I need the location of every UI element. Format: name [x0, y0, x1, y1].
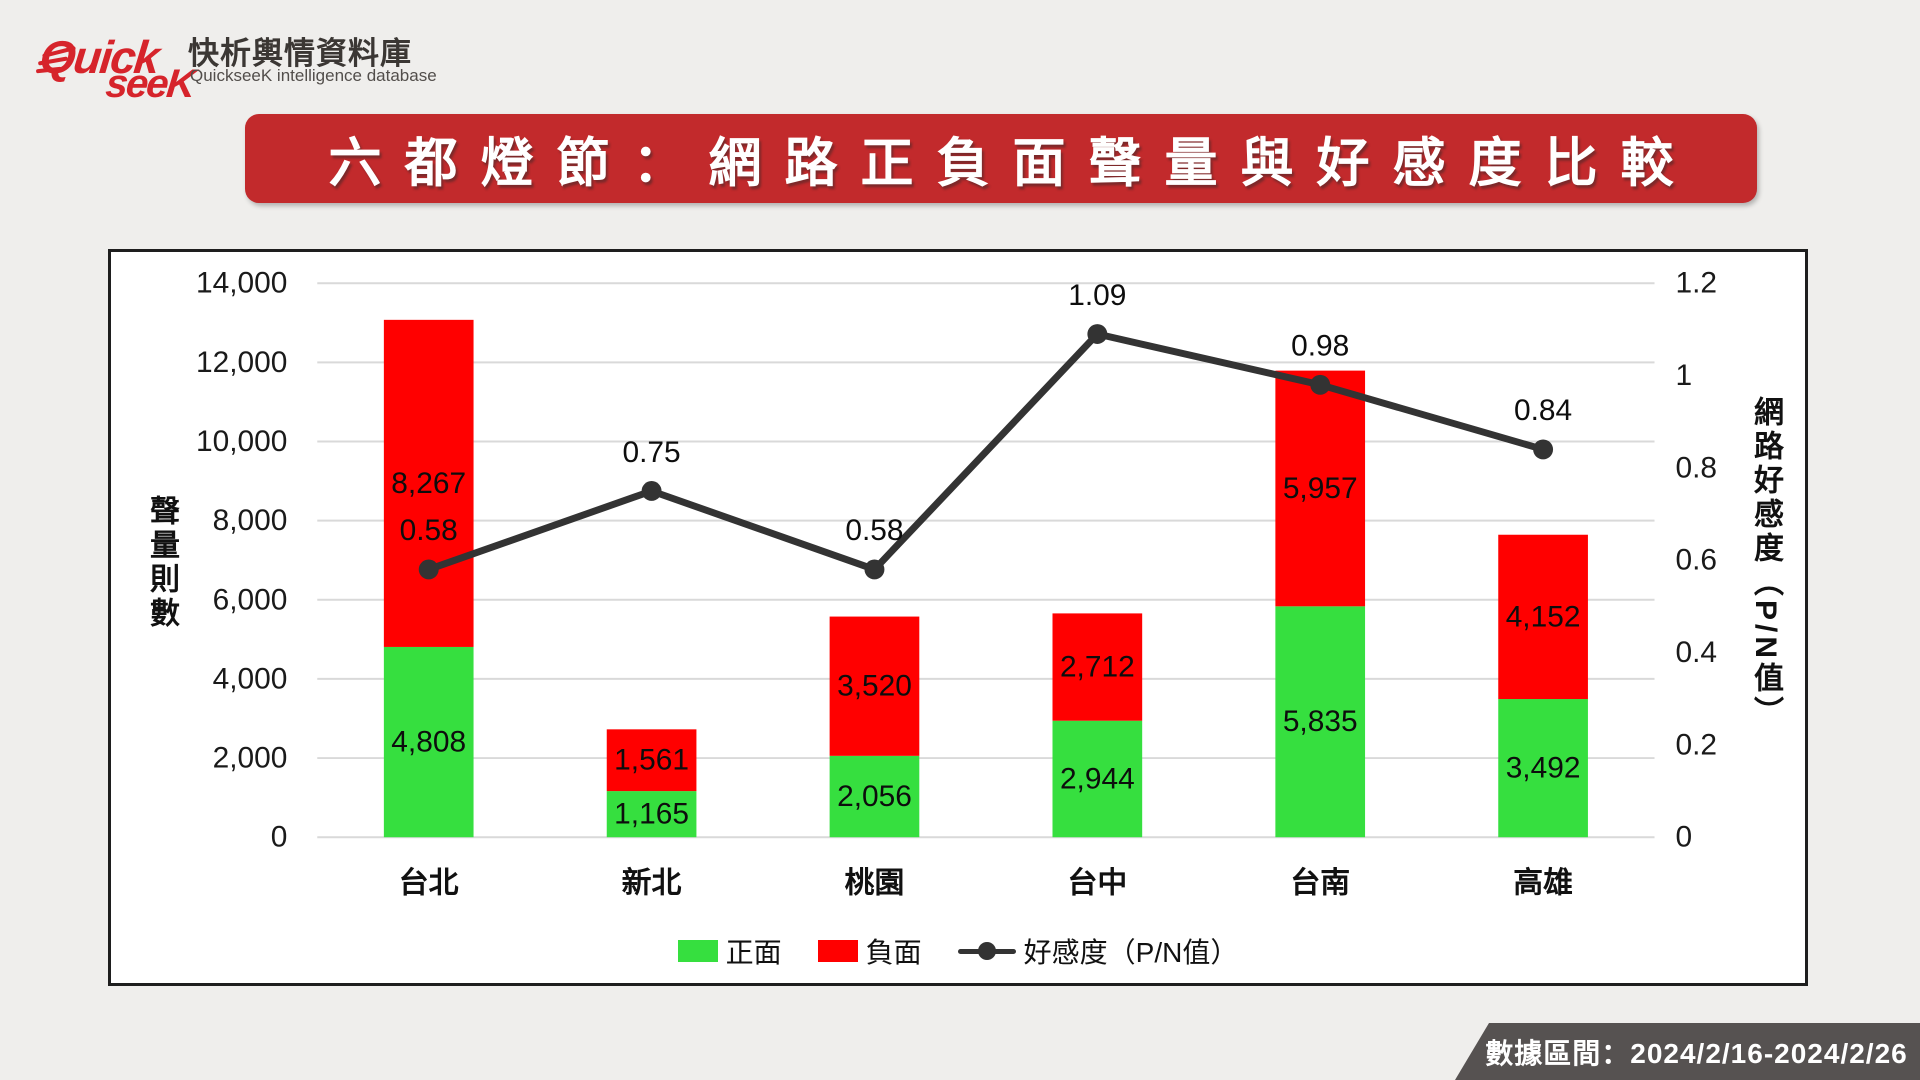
logo-word-seek: seeK	[103, 62, 196, 106]
right-axis-tick: 0	[1675, 821, 1692, 854]
positive-value-label: 1,165	[614, 798, 689, 831]
category-label: 台北	[399, 865, 459, 899]
chart-canvas: 0 2,000 4,000 6,000 8,000 10,000 12,000 14,000 0…	[196, 267, 1717, 900]
pn-value-label: 0.84	[1514, 394, 1572, 427]
quickseek-logo: Quick seeK	[28, 14, 198, 106]
right-axis-tick: 1	[1675, 359, 1692, 392]
positive-value-label: 5,835	[1283, 705, 1358, 738]
category-label: 新北	[622, 866, 682, 899]
data-range-label: 數據區間：2024/2/16-2024/2/26	[1485, 1037, 1908, 1069]
legend-item-positive: 正面	[677, 931, 782, 971]
chart-legend: 正面 負面 好感度（P/N值）	[111, 931, 1805, 971]
pn-value-label: 0.58	[845, 514, 903, 547]
legend-positive-label: 正面	[725, 937, 782, 968]
bar-negative	[606, 729, 697, 792]
right-axis-tick: 1.2	[1675, 267, 1717, 300]
bar-positive	[829, 755, 920, 838]
line-marker	[1087, 324, 1108, 344]
category-label: 高雄	[1513, 866, 1573, 899]
data-range-banner: 數據區間：2024/2/16-2024/2/26	[1455, 1023, 1920, 1080]
right-axis-title: 網路好感度（P/N值）	[1749, 395, 1782, 731]
bar-negative	[1498, 534, 1588, 700]
negative-value-label: 3,520	[837, 670, 912, 703]
line-marker	[864, 559, 885, 580]
left-axis-tick: 2,000	[213, 742, 288, 775]
bar-positive	[606, 791, 697, 838]
right-axis-tick: 0.4	[1675, 636, 1717, 669]
legend-item-sentiment-line: 好感度（P/N值）	[957, 931, 1239, 971]
positive-value-label: 2,944	[1060, 762, 1135, 795]
category-label: 台中	[1067, 865, 1127, 899]
bar-negative	[1275, 370, 1366, 607]
negative-value-label: 2,712	[1060, 651, 1135, 684]
legend-item-negative: 負面	[817, 931, 922, 971]
pn-value-label: 1.09	[1068, 279, 1126, 312]
left-axis-title: 聲量則數	[145, 495, 178, 631]
bar-positive	[1275, 606, 1366, 838]
negative-value-label: 5,957	[1283, 472, 1358, 505]
legend-negative-swatch	[817, 940, 858, 962]
left-axis-tick: 14,000	[196, 267, 287, 300]
line-marker	[641, 481, 662, 501]
left-axis-tick: 12,000	[196, 346, 287, 379]
bar-negative	[1052, 613, 1143, 721]
negative-value-label: 4,152	[1506, 600, 1581, 633]
pn-value-label: 0.98	[1291, 330, 1349, 363]
negative-value-label: 8,267	[391, 467, 466, 500]
right-axis-tick: 0.6	[1675, 544, 1717, 577]
brand-subtitle: QuickseeK intelligence database	[190, 66, 437, 85]
right-axis-tick: 0.8	[1675, 451, 1717, 484]
positive-value-label: 3,492	[1506, 752, 1581, 785]
category-label: 桃園	[845, 866, 905, 899]
line-marker	[1533, 439, 1554, 460]
line-marker	[418, 559, 439, 580]
sentiment-line	[425, 330, 1547, 573]
bar-positive	[383, 646, 474, 838]
brand-title: 快析輿情資料庫	[188, 36, 412, 71]
line-marker	[1310, 374, 1331, 395]
legend-line-label: 好感度（P/N值）	[1023, 937, 1239, 968]
bar-positive	[1052, 720, 1143, 838]
page-title: 六都燈節：網路正負面聲量與好感度比較	[328, 133, 1697, 193]
legend-positive-swatch	[677, 940, 718, 962]
legend-negative-label: 負面	[865, 937, 922, 968]
left-axis-tick: 10,000	[196, 425, 287, 458]
title-banner: 六都燈節：網路正負面聲量與好感度比較	[245, 114, 1757, 203]
right-axis-tick: 0.2	[1675, 728, 1717, 761]
positive-value-label: 2,056	[837, 780, 912, 813]
bar-positive	[1498, 699, 1588, 838]
chart-panel: 0 2,000 4,000 6,000 8,000 10,000 12,000 14,000 0…	[108, 249, 1808, 986]
positive-value-label: 4,808	[391, 726, 466, 759]
category-label: 台南	[1290, 865, 1350, 899]
left-axis-tick: 6,000	[213, 583, 288, 616]
negative-value-label: 1,561	[614, 744, 689, 777]
left-axis-tick: 8,000	[213, 504, 288, 537]
left-axis-tick: 0	[271, 821, 288, 854]
pn-value-label: 0.75	[623, 436, 681, 469]
legend-line-marker-icon	[957, 940, 1016, 962]
left-axis-tick: 4,000	[213, 662, 288, 695]
pn-value-label: 0.58	[400, 514, 458, 547]
bar-negative	[383, 319, 474, 647]
bar-negative	[829, 616, 920, 756]
